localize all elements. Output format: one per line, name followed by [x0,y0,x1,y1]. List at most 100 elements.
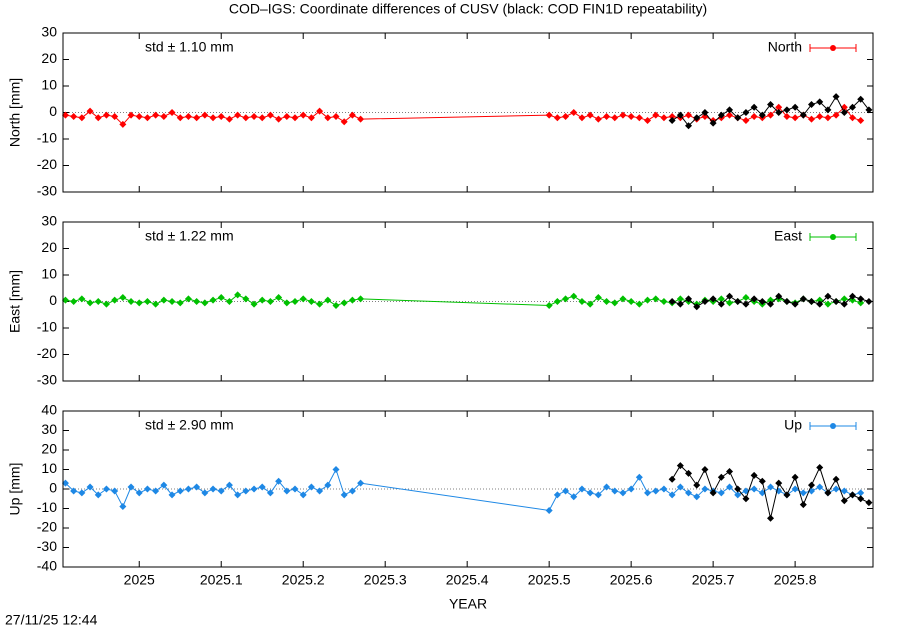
point [127,483,135,491]
point [652,111,660,119]
point [627,112,635,120]
point [119,294,127,302]
point [857,295,865,303]
y-axis-label: East [mm] [7,270,23,333]
point [143,298,151,305]
point [340,491,348,499]
point [570,292,578,300]
plot-frame [62,410,874,568]
point [160,481,168,489]
point [865,106,873,114]
point [824,489,832,497]
point [332,112,340,120]
y-tick-label: -30 [37,372,57,388]
point [357,115,365,123]
point [209,485,217,493]
point [775,109,783,116]
point [193,298,201,305]
y-tick-label: 20 [41,50,57,66]
point [635,300,643,308]
y-tick-label: 10 [41,460,57,476]
point [824,300,832,308]
point [824,292,832,300]
y-tick-label: -20 [37,519,57,535]
point [291,114,299,122]
y-tick-label: 10 [41,77,57,93]
y-tick-label: 40 [41,402,57,418]
legend-marker [830,234,836,240]
point [758,477,766,485]
point [832,111,840,119]
point [586,111,594,119]
point [849,114,857,122]
series-line [671,95,870,127]
point [857,95,865,103]
point [734,298,742,305]
point [808,101,816,109]
point [726,299,734,307]
point [61,296,69,304]
point [193,483,201,491]
y-tick-label: -10 [37,319,57,335]
point [799,111,807,119]
point [78,489,86,497]
point [676,483,684,491]
point [275,477,283,485]
point [627,298,635,305]
point [840,109,848,116]
y-tick-label: 10 [41,266,57,282]
point [135,299,143,307]
point [143,485,151,493]
point [570,493,578,501]
point [258,296,266,304]
point [545,301,553,309]
point [168,298,176,305]
point [553,114,561,122]
point [143,114,151,122]
point [307,298,315,305]
y-tick-label: 0 [49,292,57,308]
point [70,487,78,495]
point [594,294,602,302]
point [562,487,570,495]
point [266,298,274,305]
annotation: std ± 2.90 mm [145,417,234,433]
point [176,299,184,307]
point [234,491,242,499]
point [266,111,274,119]
point [250,112,258,120]
point [217,487,225,495]
point [201,111,209,119]
point [586,489,594,497]
y-tick-label: 30 [41,24,57,40]
x-tick-label: 2025.1 [200,572,243,588]
point [685,469,693,477]
point [316,487,324,495]
point [635,473,643,481]
point [865,499,873,507]
y-tick-label: -10 [37,130,57,146]
y-tick-label: -40 [37,558,57,574]
point [644,116,652,124]
point [586,300,594,308]
point [791,300,799,308]
point [78,295,86,303]
legend-marker [830,423,836,429]
point [594,115,602,123]
x-tick-label: 2025.3 [364,572,407,588]
point [340,299,348,307]
point [701,466,709,473]
point [693,493,701,501]
point [86,483,94,491]
point [307,483,315,491]
point [709,295,717,303]
timestamp: 27/11/25 12:44 [5,612,98,628]
point [685,489,693,497]
point [603,298,611,305]
point [635,114,643,122]
point [225,298,233,305]
point [619,111,627,119]
point [783,298,791,305]
plot-frame [62,32,874,193]
point [160,296,168,304]
